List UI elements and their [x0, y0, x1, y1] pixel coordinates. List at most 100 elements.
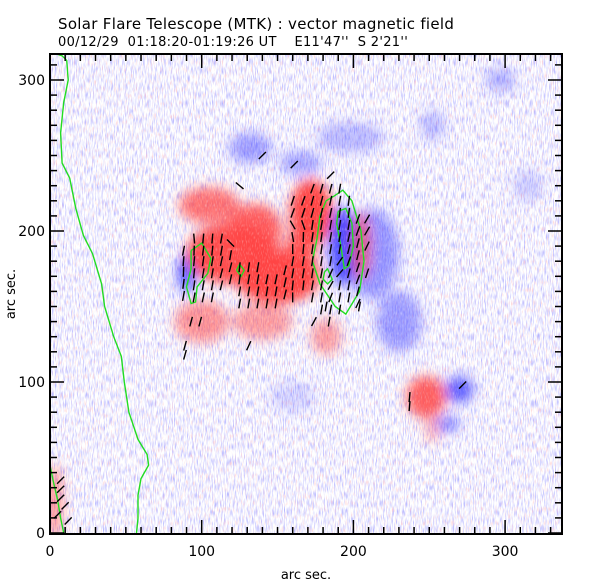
field-vector: [335, 268, 344, 278]
field-contour: [57, 54, 150, 534]
field-vector: [338, 231, 342, 243]
field-vector: [347, 219, 351, 231]
field-vector: [56, 476, 65, 485]
field-vector: [338, 207, 342, 218]
field-vector: [355, 274, 361, 285]
field-vector: [320, 244, 323, 255]
x-tick-label: 100: [188, 544, 215, 560]
field-vector: [211, 233, 214, 244]
field-vector: [238, 262, 241, 273]
field-vector: [346, 256, 352, 267]
field-vector: [182, 256, 185, 267]
field-vector: [274, 298, 278, 309]
field-vector: [328, 195, 333, 206]
field-vector: [301, 256, 305, 267]
field-vector: [61, 501, 70, 510]
field-vector: [265, 286, 269, 297]
field-vector: [311, 268, 314, 279]
field-vector: [329, 304, 333, 315]
field-vector: [258, 151, 267, 160]
field-vector: [338, 183, 342, 194]
field-vector: [192, 280, 196, 291]
field-vector: [228, 274, 233, 285]
field-vector: [219, 245, 223, 256]
chart-title: Solar Flare Telescope (MTK) : vector mag…: [58, 15, 455, 33]
field-vector: [265, 274, 269, 285]
x-tick-label: 200: [340, 544, 367, 560]
field-vector: [356, 238, 360, 249]
field-vector: [408, 392, 411, 403]
field-vector: [201, 280, 205, 291]
field-vector: [338, 195, 342, 206]
field-contour: [335, 207, 355, 271]
field-vector: [189, 316, 194, 327]
field-vector: [256, 298, 260, 309]
field-vector: [201, 256, 205, 267]
field-vector: [201, 245, 205, 256]
field-vector: [247, 286, 251, 297]
field-vector: [338, 219, 342, 231]
field-vector: [256, 286, 260, 297]
field-vector: [192, 292, 196, 303]
field-vector: [319, 195, 324, 206]
field-vector: [291, 256, 295, 267]
field-vector: [319, 207, 324, 218]
field-vector: [310, 183, 315, 194]
field-vector: [346, 244, 351, 255]
field-vector: [327, 268, 334, 279]
field-vector: [327, 280, 334, 291]
field-contour: [311, 189, 365, 316]
field-vector: [210, 256, 214, 267]
field-vector: [329, 256, 333, 267]
field-vector: [327, 316, 331, 327]
field-contour: [235, 262, 246, 278]
field-vector: [329, 244, 333, 255]
field-vector: [192, 268, 196, 279]
field-vector: [181, 245, 186, 256]
y-axis-label: arc sec.: [4, 269, 19, 319]
field-vector: [283, 289, 287, 300]
field-vector: [183, 340, 187, 351]
field-vector: [347, 231, 351, 243]
field-vector: [311, 244, 314, 255]
field-vector: [319, 183, 324, 194]
observation-date: 00/12/29: [58, 35, 119, 50]
field-vector: [290, 207, 296, 218]
field-vector: [183, 349, 187, 360]
field-vector: [347, 292, 351, 303]
field-vector: [458, 381, 467, 390]
field-vector: [219, 268, 224, 279]
field-vector: [198, 316, 203, 327]
field-vector: [56, 494, 65, 503]
x-tick-label: 300: [492, 544, 519, 560]
field-vector: [202, 233, 205, 244]
field-vector: [302, 244, 305, 255]
field-vector: [300, 220, 306, 230]
y-tick-label: 100: [18, 375, 45, 391]
field-vector: [320, 232, 323, 243]
field-vector: [256, 274, 260, 285]
field-vector: [211, 245, 214, 256]
field-vector: [364, 241, 370, 251]
field-vector: [310, 207, 315, 218]
field-vector: [238, 274, 241, 285]
field-vector: [355, 298, 361, 309]
field-vector: [329, 231, 333, 243]
field-vector: [181, 290, 186, 302]
field-vector: [291, 280, 294, 291]
field-vector: [324, 301, 328, 312]
field-vector: [283, 265, 287, 276]
field-vector: [302, 280, 305, 291]
field-vector: [247, 274, 251, 285]
field-vector: [356, 286, 360, 297]
field-vector: [364, 268, 370, 279]
field-vector: [226, 239, 235, 248]
field-vector: [338, 244, 342, 255]
field-vector: [355, 262, 361, 273]
field-vector: [210, 292, 214, 303]
field-vector: [289, 220, 296, 230]
field-vector: [300, 195, 306, 206]
field-vector: [320, 280, 324, 291]
field-vector: [265, 298, 269, 309]
y-tick-label: 0: [36, 526, 45, 542]
